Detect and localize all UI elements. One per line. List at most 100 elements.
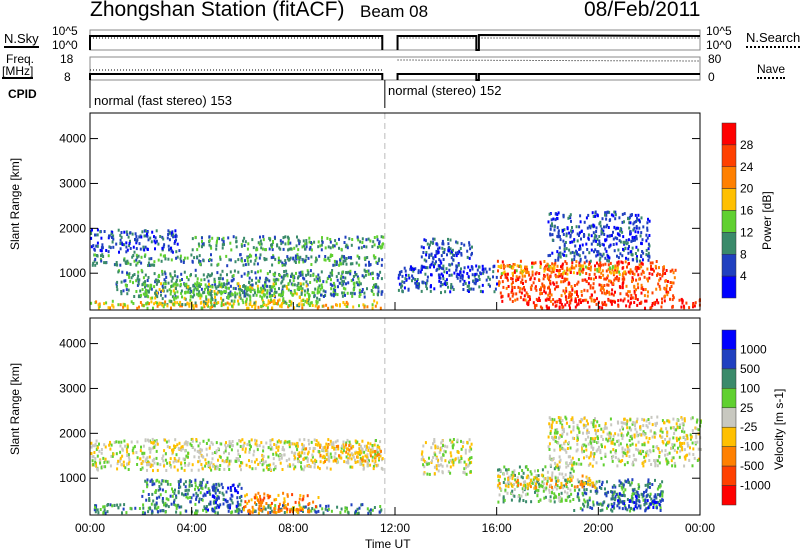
echo-cell bbox=[143, 511, 146, 515]
echo-cell bbox=[418, 284, 421, 288]
echo-cell bbox=[498, 281, 501, 285]
echo-cell bbox=[324, 459, 326, 463]
echo-cell bbox=[285, 506, 288, 510]
echo-cell bbox=[269, 447, 272, 451]
echo-cell bbox=[194, 487, 196, 491]
echo-cell bbox=[463, 467, 466, 471]
echo-cell bbox=[131, 232, 134, 236]
echo-cell bbox=[361, 290, 364, 293]
echo-cell bbox=[567, 296, 570, 299]
echo-cell bbox=[574, 300, 577, 304]
echo-cell bbox=[136, 277, 139, 281]
echo-cell bbox=[200, 448, 203, 452]
echo-cell bbox=[294, 261, 297, 264]
echo-cell bbox=[605, 303, 608, 307]
echo-cell bbox=[611, 288, 614, 292]
echo-cell bbox=[189, 287, 192, 291]
echo-cell bbox=[358, 447, 361, 451]
echo-cell bbox=[173, 444, 175, 448]
echo-cell bbox=[566, 277, 569, 281]
echo-cell bbox=[644, 299, 647, 303]
echo-cell bbox=[270, 289, 273, 293]
echo-cell bbox=[223, 289, 226, 293]
echo-cell bbox=[126, 304, 129, 308]
echo-cell bbox=[175, 510, 178, 514]
echo-cell bbox=[194, 235, 197, 239]
echo-cell bbox=[252, 508, 254, 512]
echo-cell bbox=[596, 253, 599, 257]
echo-cell bbox=[532, 478, 535, 482]
echo-cell bbox=[442, 444, 444, 448]
colorbar-swatch bbox=[721, 210, 737, 233]
echo-cell bbox=[653, 301, 656, 305]
echo-cell bbox=[207, 464, 210, 467]
echo-cell bbox=[150, 287, 153, 291]
echo-cell bbox=[359, 240, 362, 244]
echo-cell bbox=[594, 298, 597, 302]
echo-cell bbox=[624, 488, 627, 492]
echo-cell bbox=[541, 282, 544, 286]
echo-cell bbox=[236, 491, 239, 495]
echo-cell bbox=[647, 242, 650, 246]
echo-cell bbox=[280, 292, 283, 296]
echo-cell bbox=[579, 257, 582, 261]
echo-cell bbox=[462, 440, 465, 444]
echo-cell bbox=[349, 444, 352, 448]
echo-cell bbox=[381, 467, 384, 471]
echo-cell bbox=[209, 502, 212, 506]
echo-cell bbox=[263, 294, 266, 298]
echo-cell bbox=[569, 301, 572, 305]
echo-cell bbox=[175, 250, 178, 254]
echo-cell bbox=[543, 269, 546, 273]
echo-cell bbox=[363, 244, 366, 248]
echo-cell bbox=[254, 291, 256, 295]
echo-cell bbox=[520, 268, 523, 272]
echo-cell bbox=[226, 301, 229, 305]
echo-cell bbox=[440, 291, 442, 295]
echo-cell bbox=[640, 301, 642, 305]
echo-cell bbox=[239, 293, 242, 297]
echo-cell bbox=[208, 239, 211, 243]
echo-cell bbox=[347, 270, 350, 274]
echo-cell bbox=[258, 242, 261, 246]
echo-cell bbox=[137, 254, 140, 258]
echo-cell bbox=[380, 277, 383, 281]
echo-cell bbox=[135, 253, 138, 257]
echo-cell bbox=[526, 293, 529, 296]
echo-cell bbox=[354, 461, 357, 464]
echo-cell bbox=[637, 248, 640, 252]
echo-cell bbox=[240, 486, 243, 490]
echo-cell bbox=[343, 460, 346, 464]
echo-cell bbox=[614, 227, 617, 231]
echo-cell bbox=[268, 301, 271, 304]
echo-cell bbox=[210, 294, 213, 297]
echo-cell bbox=[259, 499, 262, 502]
echo-cell bbox=[167, 257, 170, 261]
echo-cell bbox=[595, 230, 598, 233]
echo-cell bbox=[185, 440, 188, 444]
echo-cell bbox=[317, 273, 320, 277]
echo-cell bbox=[541, 480, 544, 484]
echo-cell bbox=[163, 449, 166, 453]
echo-cell bbox=[273, 235, 276, 239]
echo-cell bbox=[362, 303, 365, 307]
echo-cell bbox=[629, 213, 632, 217]
echo-cell bbox=[549, 253, 552, 257]
echo-cell bbox=[173, 465, 176, 469]
echo-cell bbox=[193, 293, 196, 297]
echo-cell bbox=[524, 493, 527, 497]
echo-cell bbox=[603, 300, 606, 304]
echo-cell bbox=[358, 295, 361, 298]
echo-cell bbox=[172, 284, 175, 288]
echo-cell bbox=[435, 467, 438, 471]
echo-cell bbox=[142, 503, 145, 507]
echo-cell bbox=[664, 294, 666, 298]
echo-cell bbox=[569, 251, 572, 255]
echo-cell bbox=[592, 425, 595, 429]
echo-cell bbox=[623, 241, 626, 245]
echo-cell bbox=[204, 302, 207, 305]
echo-cell bbox=[342, 262, 345, 266]
echo-cell bbox=[638, 485, 641, 489]
echo-cell bbox=[296, 511, 299, 515]
